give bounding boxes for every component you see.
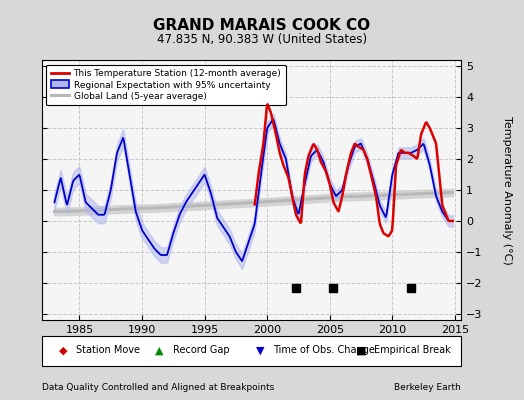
Text: ▼: ▼: [256, 345, 264, 355]
Legend: This Temperature Station (12-month average), Regional Expectation with 95% uncer: This Temperature Station (12-month avera…: [47, 64, 286, 106]
Text: Time of Obs. Change: Time of Obs. Change: [274, 345, 375, 355]
FancyBboxPatch shape: [42, 336, 461, 366]
Text: Station Move: Station Move: [77, 345, 140, 355]
Text: ■: ■: [356, 345, 367, 355]
Text: Empirical Break: Empirical Break: [374, 345, 451, 355]
Text: Berkeley Earth: Berkeley Earth: [395, 383, 461, 392]
Text: ◆: ◆: [59, 345, 67, 355]
Text: Data Quality Controlled and Aligned at Breakpoints: Data Quality Controlled and Aligned at B…: [42, 383, 274, 392]
Text: Record Gap: Record Gap: [173, 345, 230, 355]
Text: GRAND MARAIS COOK CO: GRAND MARAIS COOK CO: [154, 18, 370, 33]
Text: ▲: ▲: [155, 345, 163, 355]
Y-axis label: Temperature Anomaly (°C): Temperature Anomaly (°C): [502, 116, 512, 264]
Text: 47.835 N, 90.383 W (United States): 47.835 N, 90.383 W (United States): [157, 33, 367, 46]
